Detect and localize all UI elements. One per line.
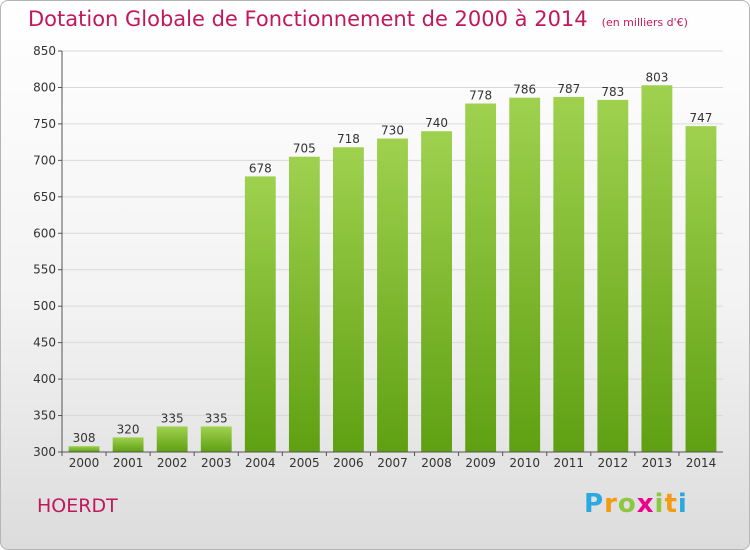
- x-tick-label-2003: 2003: [201, 456, 232, 470]
- x-tick-label-2009: 2009: [465, 456, 496, 470]
- bars: [68, 85, 717, 453]
- y-tick-label-650: 650: [33, 190, 56, 204]
- logo-letter: o: [617, 489, 637, 519]
- data-label-2003: 335: [205, 411, 228, 425]
- y-tick-label-600: 600: [33, 226, 56, 240]
- bar-2011: [553, 96, 585, 452]
- data-label-2008: 740: [425, 116, 448, 130]
- y-tick-label-800: 800: [33, 80, 56, 94]
- bar-2005: [288, 156, 320, 452]
- y-tick-label-500: 500: [33, 299, 56, 313]
- y-tick-label-400: 400: [33, 372, 56, 386]
- data-label-2005: 705: [293, 142, 316, 156]
- data-label-2001: 320: [117, 422, 140, 436]
- bar-2010: [509, 97, 541, 453]
- commune-name: HOERDT: [37, 495, 118, 517]
- bar-2012: [597, 99, 629, 452]
- chart-unit: (en milliers d'€): [601, 16, 688, 29]
- data-label-2002: 335: [161, 411, 184, 425]
- bar-2008: [421, 131, 452, 452]
- x-tick-label-2001: 2001: [113, 456, 144, 470]
- bar-2006: [333, 147, 364, 453]
- bar-2013: [641, 85, 673, 452]
- data-label-2006: 718: [337, 132, 360, 146]
- bar-2003: [200, 426, 232, 452]
- data-label-2013: 803: [645, 70, 668, 84]
- bar-2002: [156, 426, 188, 452]
- bar-2009: [465, 103, 497, 453]
- bar-2007: [377, 138, 408, 452]
- x-tick-label-2000: 2000: [69, 456, 100, 470]
- data-label-2010: 786: [513, 83, 536, 97]
- bar-2014: [685, 126, 717, 452]
- y-tick-label-350: 350: [33, 409, 56, 423]
- bar-2000: [68, 446, 100, 452]
- logo-letter: i: [654, 489, 665, 519]
- x-tick-label-2004: 2004: [245, 456, 276, 470]
- x-tick-label-2005: 2005: [289, 456, 320, 470]
- y-tick-label-550: 550: [33, 263, 56, 277]
- logo-letter: r: [604, 489, 618, 519]
- data-label-2009: 778: [469, 88, 492, 102]
- x-tick-label-2011: 2011: [553, 456, 584, 470]
- x-tick-label-2010: 2010: [509, 456, 540, 470]
- axes: [58, 50, 723, 456]
- data-label-2000: 308: [73, 431, 96, 445]
- y-tick-label-700: 700: [33, 153, 56, 167]
- x-tick-label-2014: 2014: [686, 456, 717, 470]
- x-tick-label-2002: 2002: [157, 456, 188, 470]
- chart-title-block: Dotation Globale de Fonctionnement de 20…: [28, 7, 688, 31]
- logo-letter: P: [584, 489, 605, 519]
- data-label-2011: 787: [557, 82, 580, 96]
- bar-2001: [112, 437, 144, 452]
- bar-2004: [244, 176, 276, 453]
- y-tick-label-450: 450: [33, 336, 56, 350]
- x-tick-label-2006: 2006: [333, 456, 364, 470]
- data-label-2004: 678: [249, 161, 272, 175]
- y-tick-label-750: 750: [33, 117, 56, 131]
- data-label-2014: 747: [690, 111, 713, 125]
- bar-chart: 300 350 400 450 500 550 600 650 700 750 800 850 2000…: [33, 44, 723, 470]
- labels: 300 350 400 450 500 550 600 650 700 750 800 850 2000…: [33, 44, 716, 470]
- y-tick-label-300: 300: [33, 445, 56, 459]
- logo-letter: x: [636, 489, 655, 519]
- y-tick-label-850: 850: [33, 44, 56, 58]
- chart-title: Dotation Globale de Fonctionnement de 20…: [28, 7, 588, 31]
- data-label-2012: 783: [601, 85, 624, 99]
- x-tick-label-2013: 2013: [642, 456, 673, 470]
- proxiti-logo[interactable]: Proxiti: [584, 489, 688, 519]
- data-label-2007: 730: [381, 123, 404, 137]
- x-tick-label-2007: 2007: [377, 456, 408, 470]
- logo-letter: t: [664, 489, 678, 519]
- logo-letter: i: [677, 489, 688, 519]
- x-tick-label-2012: 2012: [598, 456, 629, 470]
- x-tick-label-2008: 2008: [421, 456, 452, 470]
